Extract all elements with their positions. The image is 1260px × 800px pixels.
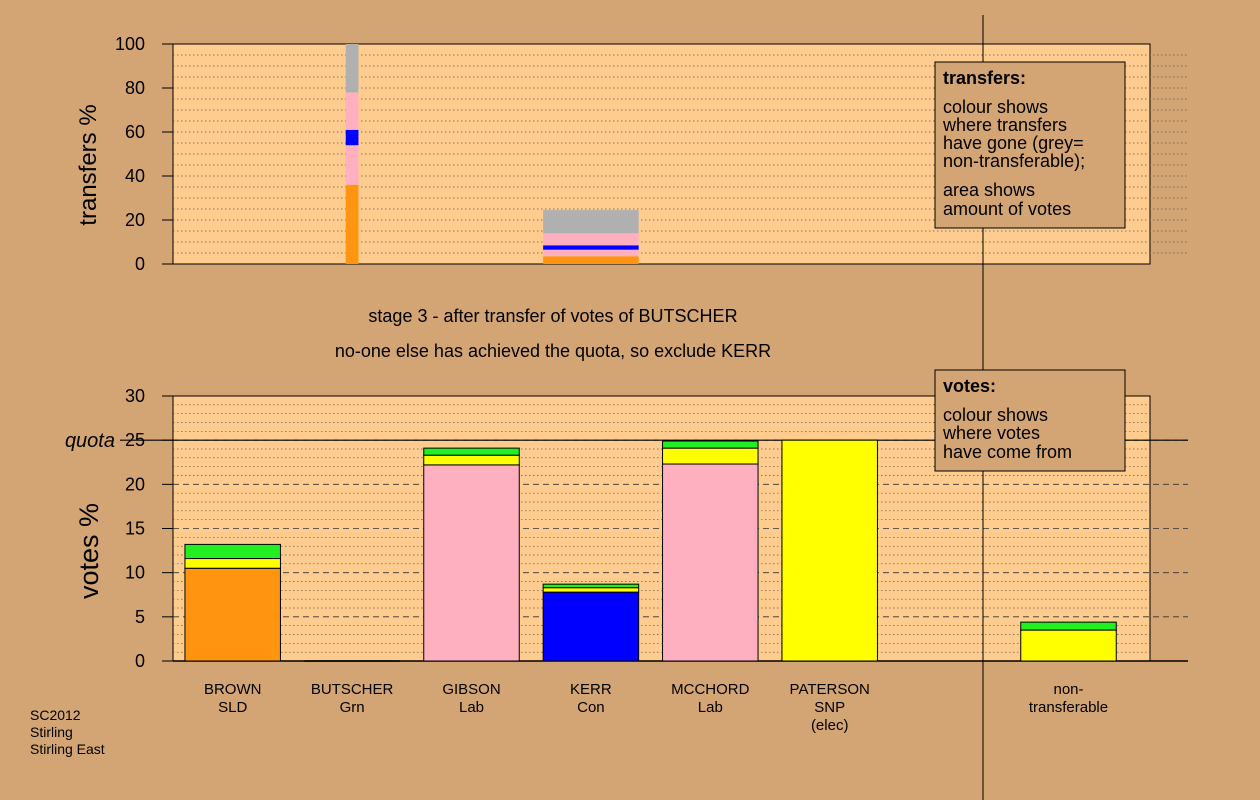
transfer-segment-sld — [543, 256, 639, 264]
transfer-segment-lab — [345, 92, 359, 130]
category-party-label: SNP — [814, 699, 845, 716]
category-party-label: SLD — [218, 699, 247, 716]
bottom-y-tick-label: 10 — [125, 563, 145, 583]
category-name-label: BROWN — [204, 681, 262, 698]
transfer-segment-nontransferable — [543, 210, 639, 234]
category-name-label: PATERSON — [790, 681, 870, 698]
bottom-y-tick-label: 15 — [125, 519, 145, 539]
votes-legend-line: colour shows — [943, 405, 1048, 425]
vote-segment-snp — [781, 439, 878, 662]
vote-segment-grn — [542, 583, 640, 589]
category-name-label: BUTSCHER — [311, 681, 394, 698]
top-y-tick-label: 40 — [125, 166, 145, 186]
stage-line-1: stage 3 - after transfer of votes of BUT… — [368, 306, 737, 326]
bottom-y-tick-label: 20 — [125, 474, 145, 494]
category-name-label: GIBSON — [442, 681, 500, 698]
bottom-y-tick-label: 30 — [125, 386, 145, 406]
vote-segment-grn — [423, 447, 520, 456]
top-y-tick-label: 60 — [125, 122, 145, 142]
transfers-legend-line: area shows — [943, 180, 1035, 200]
vote-segment-sld — [184, 567, 281, 662]
top-y-tick-label: 80 — [125, 78, 145, 98]
transfers-legend-line: amount of votes — [943, 199, 1071, 219]
vote-segment-grn — [184, 543, 281, 560]
bottom-y-tick-label: 5 — [135, 607, 145, 627]
top-y-axis-label: transfers % — [75, 104, 102, 225]
category-party-label: Con — [577, 699, 605, 716]
vote-segment-con — [542, 591, 640, 662]
transfer-segment-sld — [345, 184, 359, 264]
vote-segment-snp — [542, 587, 640, 593]
top-y-tick-label: 100 — [115, 34, 145, 54]
vote-segment-snp — [1020, 629, 1117, 662]
transfer-segment-con — [543, 245, 639, 250]
votes-legend-line: where votes — [942, 423, 1040, 443]
transfers-legend-title: transfers: — [943, 68, 1026, 88]
transfers-legend-line: colour shows — [943, 97, 1048, 117]
vote-segment-snp — [184, 558, 281, 569]
transfers-legend: transfers: colour shows where transfers … — [934, 61, 1126, 229]
vote-segment-snp — [662, 447, 759, 465]
votes-legend-line: have come from — [943, 442, 1072, 462]
quota-label: quota — [65, 430, 115, 452]
transfer-segment-lab — [345, 145, 359, 185]
bottom-y-tick-label: 0 — [135, 651, 145, 671]
footer-line: Stirling East — [30, 741, 105, 757]
vote-segment-snp — [423, 454, 520, 466]
votes-legend-box — [934, 369, 1126, 472]
votes-legend-title: votes: — [943, 376, 996, 396]
transfers-legend-box — [934, 61, 1126, 229]
category-name-label: non- — [1053, 681, 1083, 698]
transfer-segment-lab — [543, 233, 639, 246]
stage-line-2: no-one else has achieved the quota, so e… — [335, 341, 771, 361]
vote-segment-lab — [662, 463, 759, 662]
category-party-label: Lab — [698, 699, 723, 716]
footer-line: SC2012 — [30, 707, 81, 723]
category-name-label: MCCHORD — [671, 681, 749, 698]
vote-segment-grn — [662, 440, 759, 449]
bottom-y-tick-label: 25 — [125, 430, 145, 450]
category-party-label: Grn — [340, 699, 365, 716]
vote-segment-grn — [1020, 621, 1117, 631]
category-name-label: KERR — [570, 681, 612, 698]
category-party-label: transferable — [1029, 699, 1108, 716]
bottom-y-axis-label: votes % — [74, 503, 104, 599]
category-note-label: (elec) — [811, 717, 849, 734]
category-party-label: Lab — [459, 699, 484, 716]
top-y-tick-label: 20 — [125, 210, 145, 230]
top-y-tick-label: 0 — [135, 254, 145, 274]
transfer-segment-con — [345, 129, 359, 146]
transfer-segment-lab — [543, 249, 639, 257]
votes-legend: votes: colour shows where votes have com… — [934, 369, 1126, 472]
vote-segment-lab — [423, 464, 520, 662]
footer-line: Stirling — [30, 724, 73, 740]
transfer-segment-nontransferable — [345, 44, 359, 93]
transfers-legend-line: non-transferable); — [943, 151, 1085, 171]
transfers-legend-line: where transfers — [942, 115, 1067, 135]
transfers-legend-line: have gone (grey= — [943, 133, 1084, 153]
